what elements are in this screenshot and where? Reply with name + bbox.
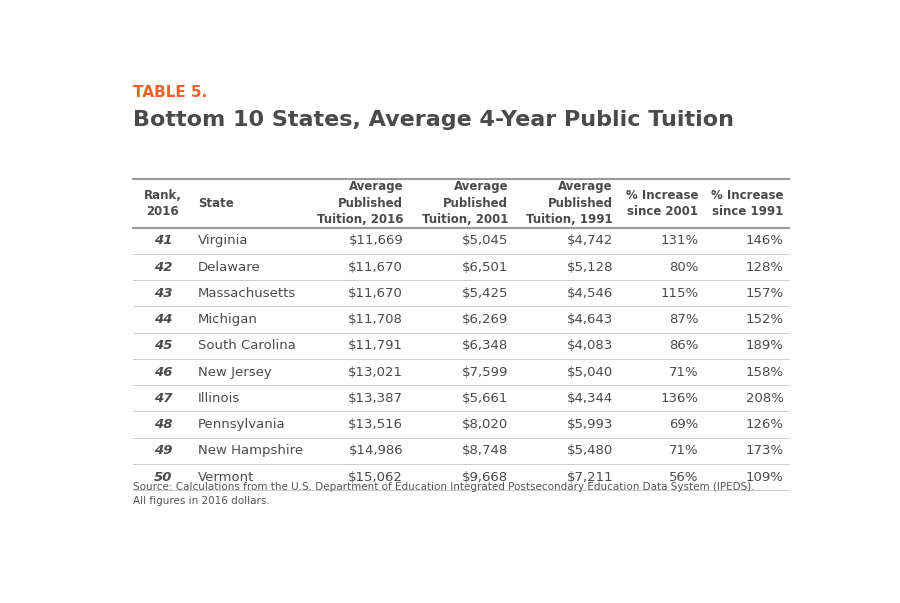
Text: Pennsylvania: Pennsylvania xyxy=(198,418,285,431)
Text: $5,425: $5,425 xyxy=(462,287,508,300)
Text: $4,083: $4,083 xyxy=(567,339,613,352)
Text: Illinois: Illinois xyxy=(198,392,240,405)
Text: $5,480: $5,480 xyxy=(567,444,613,457)
Text: 86%: 86% xyxy=(669,339,698,352)
Text: 48: 48 xyxy=(154,418,172,431)
Text: 71%: 71% xyxy=(669,444,698,457)
Text: 136%: 136% xyxy=(661,392,698,405)
Text: 43: 43 xyxy=(154,287,172,300)
Text: $7,211: $7,211 xyxy=(566,470,613,484)
Text: Bottom 10 States, Average 4-Year Public Tuition: Bottom 10 States, Average 4-Year Public … xyxy=(133,110,734,130)
Text: Delaware: Delaware xyxy=(198,260,261,274)
Text: 56%: 56% xyxy=(669,470,698,484)
Text: 128%: 128% xyxy=(745,260,784,274)
Text: $15,062: $15,062 xyxy=(348,470,403,484)
Text: 189%: 189% xyxy=(745,339,784,352)
Text: $4,546: $4,546 xyxy=(567,287,613,300)
Text: 109%: 109% xyxy=(745,470,784,484)
Text: $6,501: $6,501 xyxy=(462,260,508,274)
Text: $11,708: $11,708 xyxy=(348,313,403,326)
Text: New Hampshire: New Hampshire xyxy=(198,444,303,457)
Text: 131%: 131% xyxy=(660,235,698,247)
Text: TABLE 5.: TABLE 5. xyxy=(133,86,208,100)
Text: 152%: 152% xyxy=(745,313,784,326)
Text: $7,599: $7,599 xyxy=(462,365,508,379)
Text: South Carolina: South Carolina xyxy=(198,339,296,352)
Text: $13,021: $13,021 xyxy=(348,365,403,379)
Text: $11,670: $11,670 xyxy=(348,260,403,274)
Text: $6,348: $6,348 xyxy=(462,339,508,352)
Text: Average
Published
Tuition, 2001: Average Published Tuition, 2001 xyxy=(422,180,508,227)
Text: $4,742: $4,742 xyxy=(567,235,613,247)
Text: 158%: 158% xyxy=(745,365,784,379)
Text: 115%: 115% xyxy=(660,287,698,300)
Text: 49: 49 xyxy=(154,444,172,457)
Text: % Increase
since 1991: % Increase since 1991 xyxy=(711,189,784,218)
Text: Rank,
2016: Rank, 2016 xyxy=(144,189,182,218)
Text: % Increase
since 2001: % Increase since 2001 xyxy=(626,189,698,218)
Text: 173%: 173% xyxy=(745,444,784,457)
Text: $4,643: $4,643 xyxy=(567,313,613,326)
Text: 42: 42 xyxy=(154,260,172,274)
Text: $5,661: $5,661 xyxy=(462,392,508,405)
Text: 157%: 157% xyxy=(745,287,784,300)
Text: 45: 45 xyxy=(154,339,172,352)
Text: Vermont: Vermont xyxy=(198,470,255,484)
Text: 71%: 71% xyxy=(669,365,698,379)
Text: $5,993: $5,993 xyxy=(567,418,613,431)
Text: 126%: 126% xyxy=(745,418,784,431)
Text: New Jersey: New Jersey xyxy=(198,365,272,379)
Text: 146%: 146% xyxy=(745,235,784,247)
Text: Average
Published
Tuition, 1991: Average Published Tuition, 1991 xyxy=(526,180,613,227)
Text: State: State xyxy=(198,197,234,210)
Text: $8,748: $8,748 xyxy=(462,444,508,457)
Text: $11,791: $11,791 xyxy=(348,339,403,352)
Text: Massachusetts: Massachusetts xyxy=(198,287,296,300)
Text: 80%: 80% xyxy=(669,260,698,274)
Text: $5,128: $5,128 xyxy=(566,260,613,274)
Text: Virginia: Virginia xyxy=(198,235,248,247)
Text: Average
Published
Tuition, 2016: Average Published Tuition, 2016 xyxy=(317,180,403,227)
Text: $6,269: $6,269 xyxy=(462,313,508,326)
Text: 208%: 208% xyxy=(745,392,784,405)
Text: 41: 41 xyxy=(154,235,172,247)
Text: 46: 46 xyxy=(154,365,172,379)
Text: $14,986: $14,986 xyxy=(348,444,403,457)
Text: Michigan: Michigan xyxy=(198,313,258,326)
Text: $11,670: $11,670 xyxy=(348,287,403,300)
Text: $9,668: $9,668 xyxy=(462,470,508,484)
Text: 44: 44 xyxy=(154,313,172,326)
Text: 47: 47 xyxy=(154,392,172,405)
Text: $5,045: $5,045 xyxy=(462,235,508,247)
Text: Source: Calculations from the U.S. Department of Education Integrated Postsecond: Source: Calculations from the U.S. Depar… xyxy=(133,482,755,507)
Text: 50: 50 xyxy=(154,470,172,484)
Text: $11,669: $11,669 xyxy=(348,235,403,247)
Text: $13,387: $13,387 xyxy=(348,392,403,405)
Text: $13,516: $13,516 xyxy=(348,418,403,431)
Text: $4,344: $4,344 xyxy=(567,392,613,405)
Text: 87%: 87% xyxy=(669,313,698,326)
Text: 69%: 69% xyxy=(669,418,698,431)
Text: $5,040: $5,040 xyxy=(567,365,613,379)
Text: $8,020: $8,020 xyxy=(462,418,508,431)
